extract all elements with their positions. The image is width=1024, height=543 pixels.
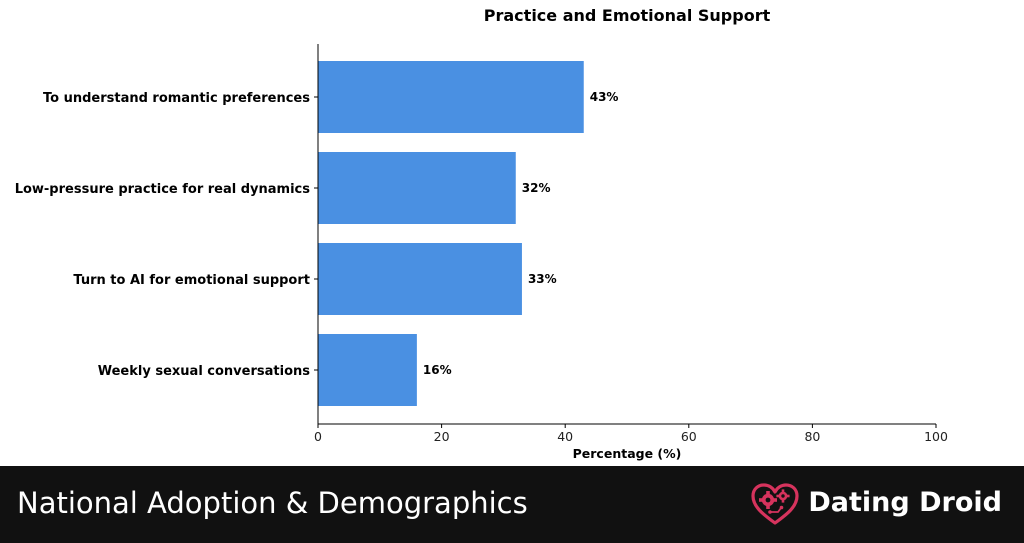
category-label-2: Low-pressure practice for real dynamics [15,182,311,197]
chart-title: Practice and Emotional Support [484,6,771,25]
category-label-3: Turn to AI for emotional support [73,273,310,288]
brand-name: Dating Droid [808,487,1002,518]
footer-bar: National Adoption & Demographics [0,466,1024,543]
bar-chart: Practice and Emotional Support 43% 32% 33%… [15,6,948,461]
category-label-1: To understand romantic preferences [43,91,310,106]
x-tick-label-80: 80 [804,429,820,444]
x-tick-label-100: 100 [924,429,948,444]
x-axis-title: Percentage (%) [573,446,682,461]
x-tick-label-60: 60 [681,429,697,444]
category-label-4: Weekly sexual conversations [98,364,311,379]
bar-1 [318,61,584,133]
brand: Dating Droid [750,466,1002,543]
axes-layer: To understand romantic preferences Low-pr… [15,44,948,444]
footer-title: National Adoption & Demographics [17,486,528,520]
bar-4 [318,334,417,406]
bar-value-label-1: 43% [590,90,619,104]
bar-value-label-3: 33% [528,272,557,286]
bar-2 [318,152,516,224]
x-tick-label-20: 20 [434,429,450,444]
x-tick-label-40: 40 [557,429,573,444]
heart-gear-icon [751,482,799,525]
bar-3 [318,243,522,315]
bar-value-label-4: 16% [423,363,452,377]
bar-value-label-2: 32% [522,181,551,195]
x-tick-label-0: 0 [314,429,322,444]
bars-layer: 43% 32% 33% 16% [318,61,618,406]
